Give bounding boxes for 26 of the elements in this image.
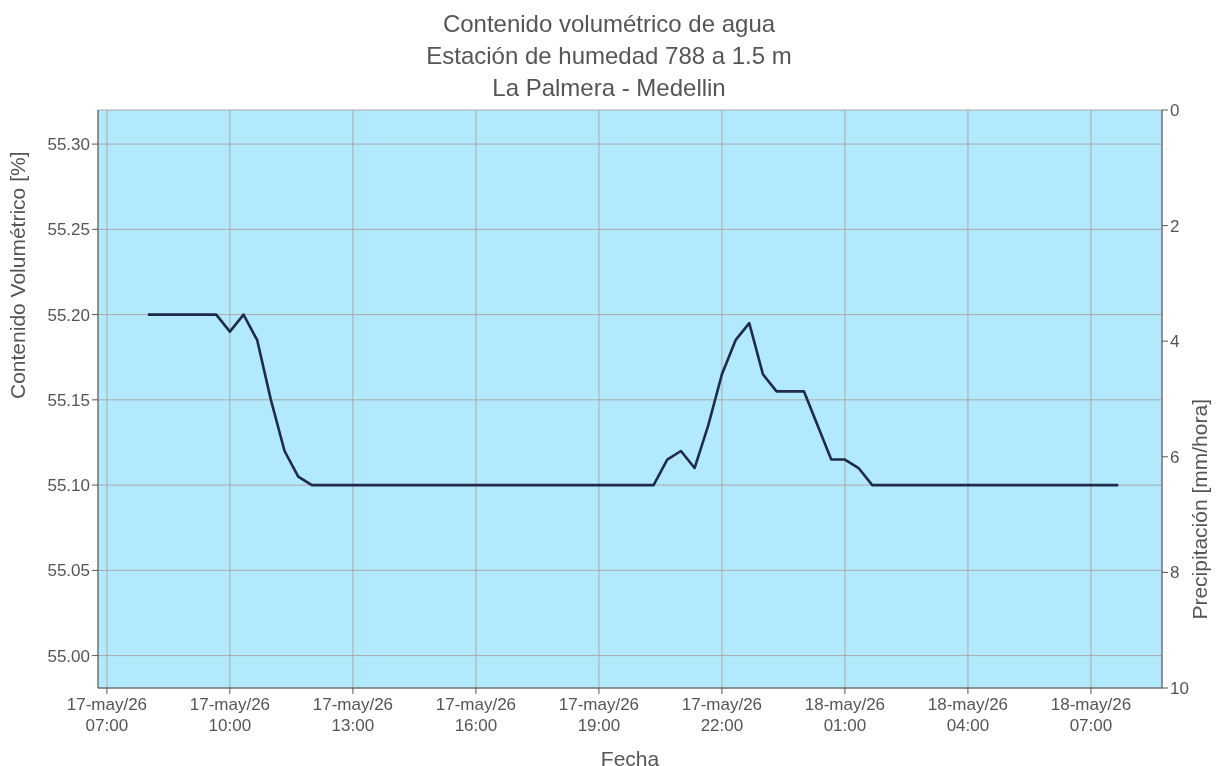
y2-tick-label: 10 [1170,679,1189,699]
x-tick-label: 17-may/26 13:00 [312,695,394,735]
y2-tick-label: 0 [1170,101,1180,121]
y2-tick-label: 4 [1170,332,1180,352]
x-tick-label: 17-may/26 22:00 [681,695,763,735]
y2-tick-label: 8 [1170,563,1180,583]
y2-tick-label: 2 [1170,216,1180,236]
y-tick-label: 55.15 [47,390,90,410]
x-tick-label: 18-may/26 07:00 [1050,695,1132,735]
y-tick-label: 55.10 [47,476,90,496]
y-tick-label: 55.05 [47,561,90,581]
x-axis-title: Fecha [600,747,660,766]
chart-title: Contenido volumétrico de agua Estación de humedad 788 a 1.5 m La Palmera - Medellin [425,9,793,101]
y-axis-title: Contenido Volumétrico [%] [6,151,30,399]
x-tick-label: 17-may/26 19:00 [558,695,640,735]
y2-axis-title: Precipitación [mm/hora] [1188,399,1212,620]
x-tick-label: 18-may/26 01:00 [804,695,886,735]
x-tick-label: 17-may/26 16:00 [435,695,517,735]
y-tick-label: 55.30 [47,135,90,155]
y-tick-label: 55.20 [47,305,90,325]
x-tick-label: 17-may/26 07:00 [66,695,148,735]
y-tick-label: 55.25 [47,220,90,240]
y-tick-label: 55.00 [47,646,90,666]
x-tick-label: 18-may/26 04:00 [927,695,1009,735]
x-tick-label: 17-may/26 10:00 [189,695,271,735]
y2-tick-label: 6 [1170,447,1180,467]
